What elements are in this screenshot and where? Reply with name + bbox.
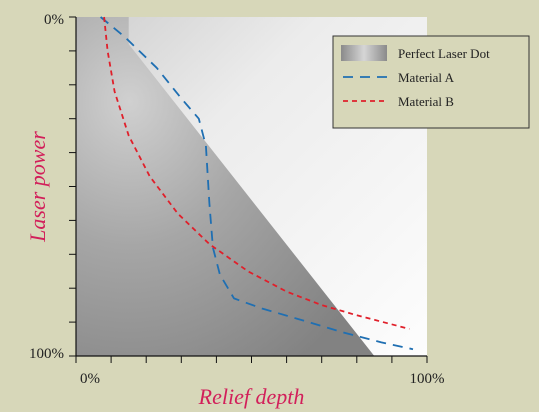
legend-swatch-perfect-laser-dot [341, 45, 387, 61]
legend-label-material-b: Material B [398, 94, 454, 109]
legend-label-material-a: Material A [398, 70, 455, 85]
y-tick-label-bottom: 100% [29, 346, 64, 362]
legend: Perfect Laser Dot Material A Material B [332, 35, 530, 129]
y-tick-label-top: 0% [44, 12, 64, 28]
legend-label-perfect-laser-dot: Perfect Laser Dot [398, 46, 490, 61]
x-tick-label-left: 0% [80, 371, 100, 387]
tick-labels: 0% 100% 0% 100% [29, 12, 445, 387]
axes-layer [69, 16, 428, 363]
series-layer [100, 16, 414, 351]
y-axis-title: Laser power [25, 131, 50, 243]
x-tick-label-right: 100% [410, 371, 445, 387]
region-perfect-laser-dot [76, 17, 375, 356]
series-line-material-b [103, 16, 410, 330]
series-line-material-a [100, 16, 414, 351]
x-axis-title: Relief depth [198, 384, 305, 409]
perfect-laser-dot-region-layer [76, 17, 375, 356]
